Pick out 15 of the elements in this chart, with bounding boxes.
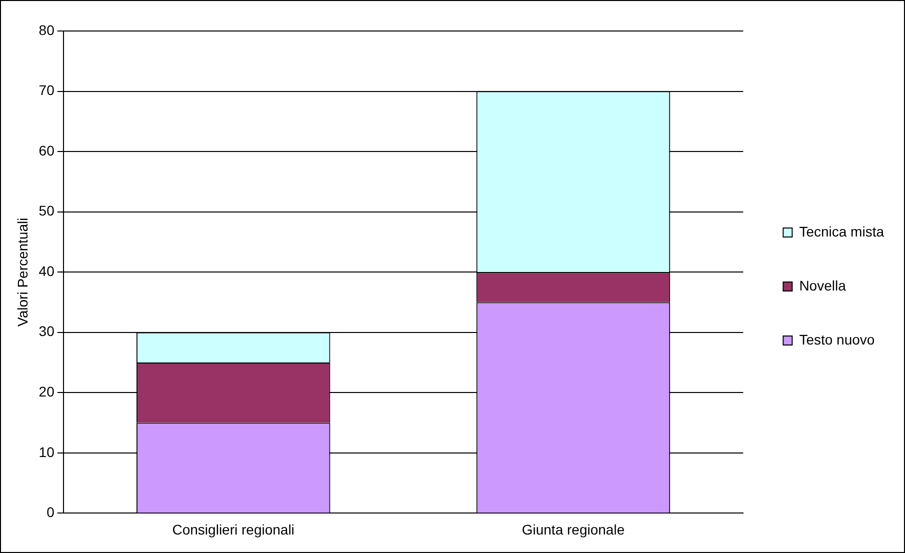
y-axis-title: Valori Percentuali <box>14 218 30 326</box>
y-tick-label: 80 <box>38 22 55 38</box>
legend-label: Testo nuovo <box>799 331 875 348</box>
x-tick-label: Consiglieri regionali <box>172 521 294 538</box>
y-tick-label: 30 <box>38 323 55 340</box>
y-tick-label: 70 <box>38 82 55 98</box>
legend-label: Novella <box>799 277 846 294</box>
y-tick-label: 50 <box>38 202 55 219</box>
x-tick-label: Giunta regionale <box>522 521 625 538</box>
y-tick-label: 20 <box>38 384 55 400</box>
y-tick-label: 60 <box>38 142 55 158</box>
legend-label: Tecnica mista <box>799 223 884 240</box>
y-tick-label: 0 <box>46 504 55 520</box>
y-tick-label: 40 <box>38 262 55 279</box>
y-tick-label: 10 <box>38 444 55 460</box>
